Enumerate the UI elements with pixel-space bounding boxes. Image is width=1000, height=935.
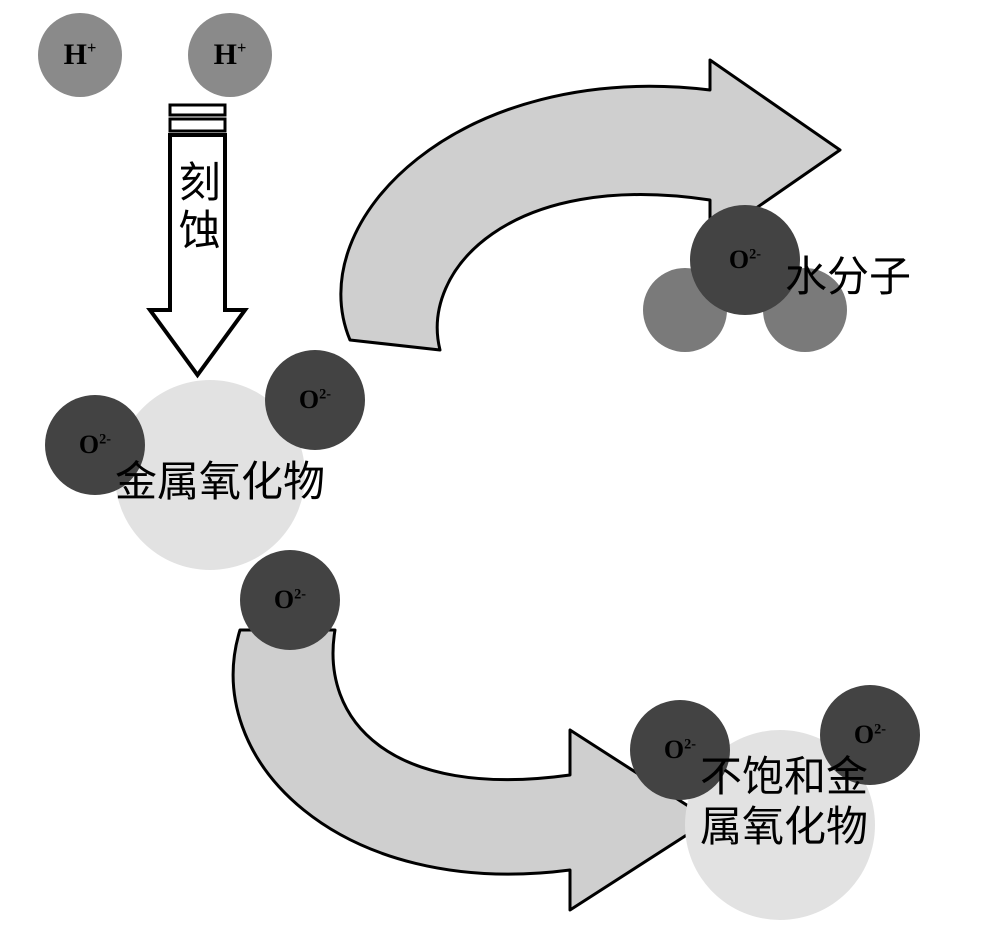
oxide-ion-label: O2- <box>854 722 886 748</box>
unsat-label-line2: 属氧化物 <box>700 805 868 851</box>
metal-oxide-label: 金属氧化物 <box>115 460 325 506</box>
water-oxygen: O2- <box>690 205 800 315</box>
unsat-label-line1: 不饱和金 <box>700 755 868 801</box>
h-plus-ion: H+ <box>188 13 272 97</box>
etch-label: 刻蚀 <box>172 160 218 256</box>
water-label: 水分子 <box>785 255 911 301</box>
h-plus-ion-label: H+ <box>64 40 97 70</box>
water-oxygen-label: O2- <box>729 247 761 273</box>
h-plus-ion-label: H+ <box>214 40 247 70</box>
oxide-ion-label: O2- <box>79 432 111 458</box>
oxide-ion-label: O2- <box>274 587 306 613</box>
h-plus-ion: H+ <box>38 13 122 97</box>
oxide-ion: O2- <box>240 550 340 650</box>
oxide-ion-label: O2- <box>299 387 331 413</box>
oxide-ion: O2- <box>265 350 365 450</box>
diagram-stage: 刻蚀H+H+O2-O2-O2-O2-O2-O2-金属氧化物水分子不饱和金属氧化物 <box>0 0 1000 935</box>
oxide-ion-label: O2- <box>664 737 696 763</box>
